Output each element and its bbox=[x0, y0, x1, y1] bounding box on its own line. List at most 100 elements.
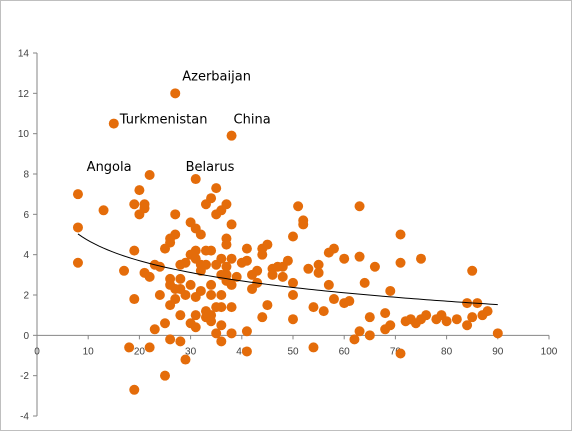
data-point bbox=[267, 269, 278, 280]
data-point bbox=[129, 245, 140, 256]
data-point bbox=[190, 174, 201, 185]
data-point bbox=[303, 263, 314, 274]
data-point bbox=[226, 302, 237, 313]
annotation-label: Belarus bbox=[186, 160, 235, 175]
data-point bbox=[395, 348, 406, 359]
data-point bbox=[185, 279, 196, 290]
data-point bbox=[441, 316, 452, 327]
axes bbox=[33, 52, 550, 417]
data-point bbox=[119, 265, 130, 276]
data-point bbox=[206, 279, 217, 290]
data-point bbox=[328, 294, 339, 305]
data-point bbox=[288, 277, 298, 288]
data-point bbox=[385, 320, 396, 331]
data-point bbox=[262, 239, 273, 250]
data-point bbox=[72, 189, 83, 200]
data-point bbox=[241, 255, 252, 266]
data-point bbox=[252, 265, 263, 276]
data-point bbox=[349, 334, 360, 345]
data-point bbox=[165, 334, 176, 345]
data-point bbox=[416, 253, 426, 264]
y-tick-label: 6 bbox=[23, 210, 29, 221]
annotations: Azerbaijan Turkmenistan China Angola Belarus bbox=[87, 69, 271, 175]
annotation-label: Angola bbox=[87, 160, 132, 175]
data-point bbox=[221, 199, 232, 210]
data-point bbox=[241, 243, 252, 254]
data-point bbox=[451, 314, 462, 325]
y-tick-label: 10 bbox=[18, 129, 30, 140]
data-point bbox=[354, 201, 365, 212]
data-point bbox=[359, 277, 370, 288]
data-point bbox=[129, 294, 140, 305]
data-point bbox=[257, 312, 268, 323]
data-point bbox=[226, 219, 237, 230]
data-point bbox=[144, 170, 155, 181]
data-point bbox=[298, 219, 309, 230]
x-tick-label: 50 bbox=[287, 346, 299, 357]
data-point bbox=[318, 306, 329, 317]
annotation-label: Azerbaijan bbox=[182, 69, 251, 84]
data-point bbox=[216, 290, 227, 300]
data-point bbox=[277, 271, 288, 282]
data-point bbox=[313, 259, 324, 270]
data-point bbox=[206, 193, 217, 204]
data-point bbox=[129, 199, 140, 210]
x-tick-label: 10 bbox=[83, 346, 95, 357]
data-point bbox=[139, 203, 150, 214]
data-point bbox=[395, 229, 406, 240]
data-point bbox=[492, 328, 503, 339]
data-point bbox=[288, 231, 298, 242]
data-point bbox=[262, 300, 273, 311]
data-point bbox=[170, 229, 181, 240]
data-point bbox=[72, 257, 83, 268]
data-point bbox=[380, 308, 391, 319]
trendline bbox=[77, 233, 498, 306]
data-point bbox=[308, 302, 319, 313]
data-point bbox=[323, 279, 334, 290]
data-point bbox=[216, 336, 227, 347]
data-point bbox=[226, 279, 237, 290]
y-tick-label: -4 bbox=[20, 412, 29, 423]
y-tick-label: 8 bbox=[23, 170, 29, 181]
data-point bbox=[241, 346, 252, 357]
data-point bbox=[190, 322, 201, 333]
data-point bbox=[175, 336, 186, 347]
data-point bbox=[216, 253, 227, 264]
data-point bbox=[344, 296, 355, 307]
data-point bbox=[170, 88, 181, 99]
data-point bbox=[385, 285, 396, 296]
data-point bbox=[200, 259, 211, 270]
x-tick-label: 20 bbox=[134, 346, 146, 357]
data-point bbox=[257, 249, 268, 260]
data-point bbox=[72, 222, 83, 233]
data-point bbox=[206, 245, 217, 256]
data-point bbox=[180, 354, 191, 365]
data-point bbox=[308, 342, 319, 353]
data-point bbox=[206, 316, 217, 327]
data-point bbox=[211, 328, 222, 339]
x-tick-label: 30 bbox=[185, 346, 197, 357]
data-point bbox=[221, 261, 232, 272]
data-point bbox=[467, 312, 478, 323]
data-point bbox=[170, 294, 181, 305]
data-point bbox=[175, 273, 186, 284]
data-point bbox=[313, 267, 324, 278]
data-point bbox=[98, 205, 109, 216]
data-point bbox=[369, 261, 380, 272]
x-tick-label: 60 bbox=[339, 346, 351, 357]
data-point bbox=[288, 290, 298, 300]
data-point bbox=[195, 285, 206, 296]
x-tick-label: 0 bbox=[34, 346, 40, 357]
data-point bbox=[226, 328, 237, 339]
data-point bbox=[241, 326, 252, 337]
data-point bbox=[395, 257, 406, 268]
data-point bbox=[467, 265, 478, 276]
data-point bbox=[462, 320, 473, 331]
data-point bbox=[354, 251, 365, 262]
data-point bbox=[339, 253, 350, 264]
data-point bbox=[124, 342, 135, 353]
x-tick-label: 90 bbox=[492, 346, 504, 357]
